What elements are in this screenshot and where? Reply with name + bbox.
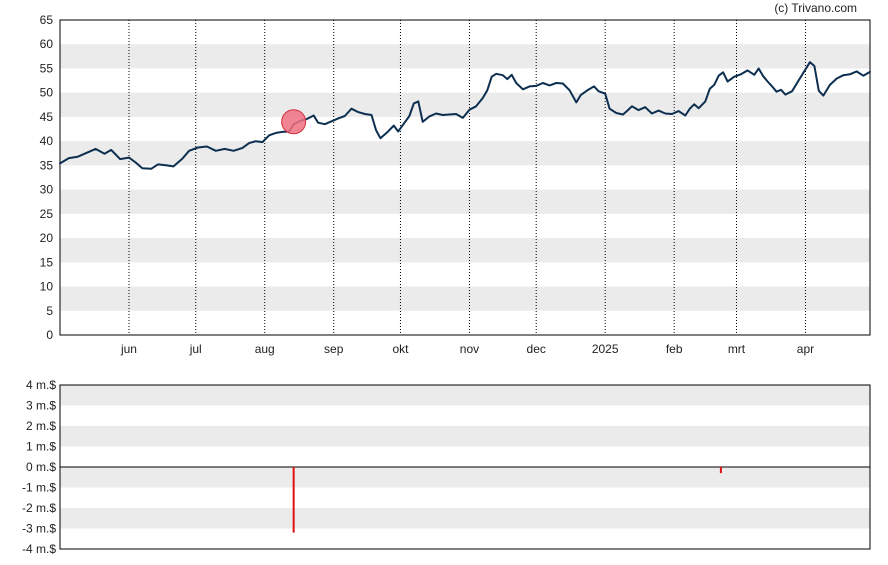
price-y-axis-tick-labels: 0 5 10 15 20 25 30 35 40 45 50 55 60 65	[40, 13, 54, 342]
x-tick-label: apr	[797, 342, 814, 356]
price-x-axis-tick-labels: jun jul aug sep okt nov dec 2025 feb mrt apr	[120, 342, 814, 356]
y-tick-label: 15	[40, 255, 54, 269]
y-tick-label: 10	[40, 280, 54, 294]
price-band	[60, 92, 870, 117]
volume-y-tick-label: -4 m.$	[22, 542, 56, 556]
y-tick-label: 45	[40, 110, 54, 124]
y-tick-label: 5	[46, 304, 53, 318]
volume-y-tick-label: 4 m.$	[26, 378, 56, 392]
price-band	[60, 286, 870, 311]
price-panel-frame	[59, 19, 871, 336]
price-panel-bands	[60, 44, 870, 311]
x-tick-label: feb	[666, 342, 683, 356]
volume-bars	[292, 467, 722, 533]
price-band	[60, 189, 870, 214]
volume-band	[60, 508, 870, 529]
volume-y-tick-label: 2 m.$	[26, 419, 56, 433]
x-tick-label: nov	[460, 342, 479, 356]
y-tick-label: 60	[40, 37, 54, 51]
y-tick-label: 35	[40, 158, 54, 172]
x-tick-label: jun	[120, 342, 137, 356]
y-tick-label: 40	[40, 134, 54, 148]
y-tick-label: 0	[46, 328, 53, 342]
volume-band	[60, 385, 870, 406]
y-tick-label: 30	[40, 183, 54, 197]
volume-panel-bands	[60, 385, 870, 529]
watermark-text: (c) Trivano.com	[774, 1, 857, 15]
x-tick-label: jul	[189, 342, 202, 356]
x-tick-label: aug	[255, 342, 275, 356]
y-tick-label: 20	[40, 231, 54, 245]
volume-y-tick-label: 1 m.$	[26, 440, 56, 454]
price-band	[60, 238, 870, 263]
volume-y-axis-tick-labels: 4 m.$ 3 m.$ 2 m.$ 1 m.$ 0 m.$ -1 m.$ -2 m.$ -3 …	[22, 378, 56, 556]
y-tick-label: 25	[40, 207, 54, 221]
price-band	[60, 44, 870, 69]
price-band	[60, 141, 870, 166]
volume-y-tick-label: 0 m.$	[26, 460, 56, 474]
x-tick-label: sep	[324, 342, 344, 356]
insider-trade-marker	[281, 109, 307, 135]
x-tick-label: 2025	[592, 342, 619, 356]
volume-y-tick-label: -2 m.$	[22, 501, 56, 515]
volume-y-tick-label: -3 m.$	[22, 522, 56, 536]
x-tick-label: mrt	[728, 342, 746, 356]
y-tick-label: 50	[40, 86, 54, 100]
volume-y-tick-label: 3 m.$	[26, 399, 56, 413]
volume-band	[60, 467, 870, 488]
volume-band	[60, 426, 870, 447]
volume-y-tick-label: -1 m.$	[22, 481, 56, 495]
price-series-line	[59, 61, 871, 170]
y-tick-label: 55	[40, 61, 54, 75]
x-tick-label: okt	[392, 342, 409, 356]
y-tick-label: 65	[40, 13, 54, 27]
x-tick-label: dec	[527, 342, 546, 356]
